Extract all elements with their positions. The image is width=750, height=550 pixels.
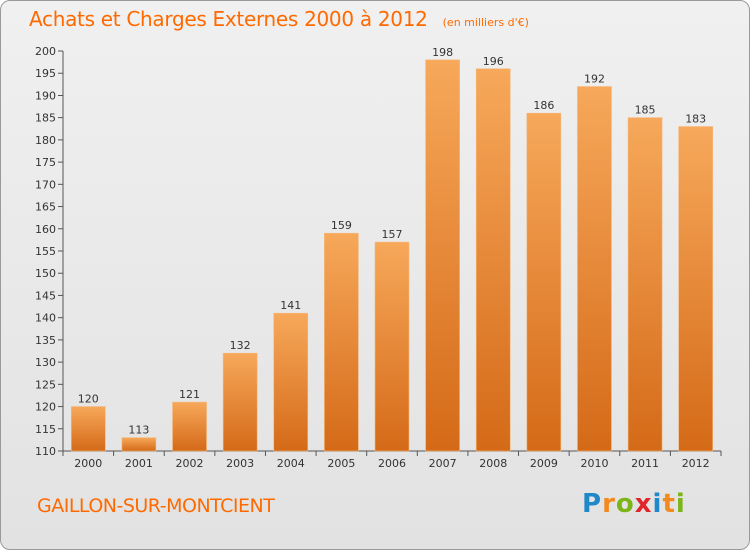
logo-letter: P [582,489,603,519]
logo-letter: x [634,489,653,519]
data-label-2000: 120 [78,393,99,406]
data-label-2009: 186 [533,99,554,112]
y-tick-label: 165 [35,201,56,214]
x-tick-label: 2006 [378,457,406,470]
proxiti-logo: Proxiti [582,489,686,519]
y-tick-label: 170 [35,178,56,191]
bar-2012 [678,126,713,452]
bar-2000 [71,406,106,452]
y-tick-label: 115 [35,423,56,436]
y-tick-label: 160 [35,223,56,236]
chart-title: Achats et Charges Externes 2000 à 2012 [29,7,428,31]
x-tick-label: 2003 [226,457,254,470]
bar-2011 [627,117,663,452]
y-tick-label: 195 [35,67,56,80]
x-tick-label: 2005 [327,457,355,470]
logo-letter: o [615,489,635,519]
x-tick-label: 2001 [125,457,153,470]
bar-2005 [324,232,359,452]
bar-2010 [577,86,612,452]
y-tick-label: 130 [35,356,56,369]
y-tick-label: 145 [35,289,56,302]
logo-letter: t [662,489,676,519]
bar-2008 [475,68,511,452]
data-label-2005: 159 [331,219,352,232]
y-tick-label: 110 [35,445,56,458]
y-tick-label: 200 [35,45,56,58]
y-tick-label: 140 [35,312,56,325]
data-label-2004: 141 [280,299,301,312]
logo-letter: i [652,489,663,519]
y-tick-label: 175 [35,156,56,169]
y-tick-label: 155 [35,245,56,258]
x-tick-label: 2002 [176,457,204,470]
y-tick-label: 190 [35,89,56,102]
x-tick-label: 2008 [479,457,507,470]
data-label-2011: 185 [635,104,656,117]
y-tick-label: 125 [35,378,56,391]
x-tick-label: 2000 [74,457,102,470]
x-tick-label: 2007 [429,457,457,470]
bar-2007 [425,59,460,452]
x-tick-label: 2009 [530,457,558,470]
bar-2001 [121,437,157,452]
x-tick-label: 2010 [580,457,608,470]
data-label-2003: 132 [230,339,251,352]
bar-2002 [172,401,207,452]
data-label-2008: 196 [483,55,504,68]
data-label-2001: 113 [128,424,149,437]
logo-letter: i [675,489,686,519]
logo-letter: r [602,489,616,519]
place-name: GAILLON-SUR-MONTCIENT [37,495,275,517]
y-tick-label: 120 [35,401,56,414]
chart-heading: Achats et Charges Externes 2000 à 2012 (… [29,7,529,31]
data-label-2010: 192 [584,73,605,86]
chart-subtitle: (en milliers d'€) [442,16,529,29]
y-tick-label: 185 [35,112,56,125]
x-tick-label: 2012 [682,457,710,470]
y-tick-label: 135 [35,334,56,347]
data-label-2002: 121 [179,388,200,401]
data-label-2006: 157 [382,228,403,241]
bar-2006 [374,241,410,452]
x-tick-label: 2011 [631,457,659,470]
data-label-2012: 183 [685,113,706,126]
x-tick-label: 2004 [277,457,305,470]
bar-2003 [222,352,258,452]
y-tick-label: 180 [35,134,56,147]
data-label-2007: 198 [432,46,453,59]
bar-2004 [273,312,309,452]
y-tick-label: 150 [35,267,56,280]
bar-2009 [526,112,562,452]
